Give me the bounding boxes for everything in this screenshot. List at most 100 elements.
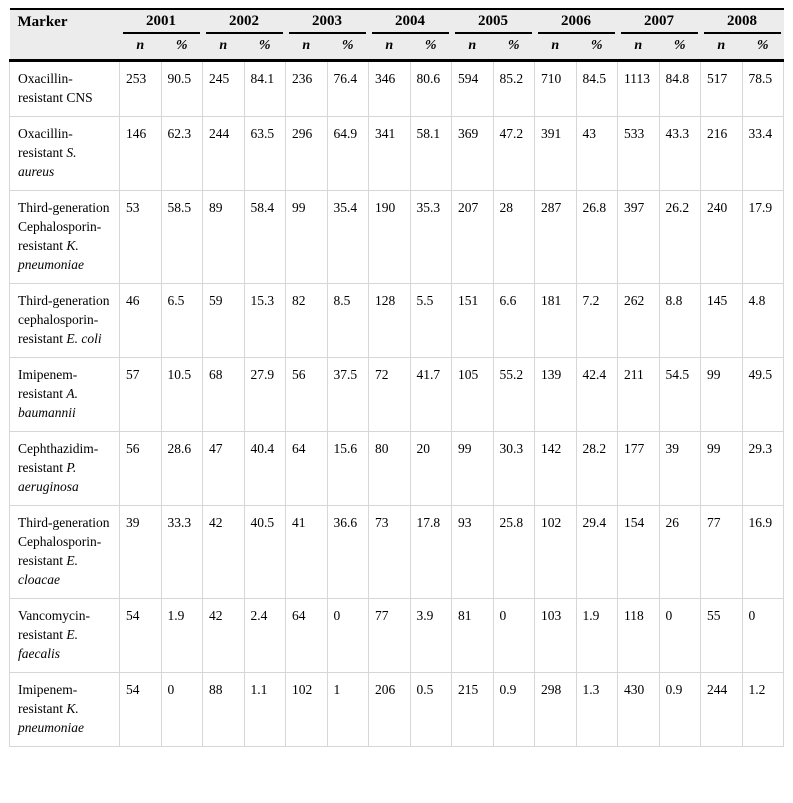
- col-header-n: n: [534, 34, 576, 62]
- marker-cell: Imipenem-resistant A. baumannii: [9, 357, 120, 432]
- percent-value-cell: 30.3: [492, 431, 535, 506]
- percent-value-cell: 47.2: [492, 116, 535, 191]
- percent-value-cell: 1.9: [575, 598, 618, 673]
- n-value-cell: 236: [285, 60, 328, 117]
- percent-value-cell: 0: [160, 672, 203, 747]
- n-value-cell: 82: [285, 283, 328, 358]
- marker-name: Cephthazidim-resistant: [18, 441, 99, 475]
- percent-value-cell: 43: [575, 116, 618, 191]
- n-value-cell: 64: [285, 598, 328, 673]
- n-value-cell: 72: [368, 357, 411, 432]
- percent-value-cell: 1.1: [243, 672, 286, 747]
- n-value-cell: 93: [451, 505, 494, 599]
- n-value-cell: 211: [617, 357, 660, 432]
- percent-value-cell: 20: [409, 431, 452, 506]
- percent-value-cell: 35.3: [409, 190, 452, 284]
- n-value-cell: 245: [202, 60, 245, 117]
- n-value-cell: 57: [119, 357, 162, 432]
- n-value-cell: 105: [451, 357, 494, 432]
- percent-value-cell: 1: [326, 672, 369, 747]
- year-label: 2001: [122, 12, 200, 34]
- table-body: Oxacillin-resistant CNS 253 90.5 245 84.1 236…: [9, 60, 784, 747]
- subcolumn-header-row: n% n% n% n% n% n% n% n%: [10, 34, 784, 62]
- n-value-cell: 139: [534, 357, 577, 432]
- species-name: P. aeruginosa: [18, 460, 79, 494]
- year-header: 2001: [119, 8, 203, 34]
- n-value-cell: 397: [617, 190, 660, 284]
- n-value-cell: 253: [119, 60, 162, 117]
- percent-value-cell: 17.8: [409, 505, 452, 599]
- percent-value-cell: 15.6: [326, 431, 369, 506]
- n-value-cell: 207: [451, 190, 494, 284]
- n-value-cell: 54: [119, 672, 162, 747]
- n-value-cell: 287: [534, 190, 577, 284]
- table-row: Third-generation Cephalosporin-resistant…: [9, 505, 784, 599]
- n-value-cell: 47: [202, 431, 245, 506]
- n-value-cell: 81: [451, 598, 494, 673]
- percent-value-cell: 85.2: [492, 60, 535, 117]
- col-header-percent: %: [327, 34, 369, 62]
- percent-value-cell: 1.2: [741, 672, 784, 747]
- percent-value-cell: 29.3: [741, 431, 784, 506]
- marker-name: Third-generation Cephalosporin-resistant: [18, 515, 110, 568]
- n-value-cell: 41: [285, 505, 328, 599]
- marker-name: Third-generation Cephalosporin-resistant: [18, 200, 110, 253]
- percent-value-cell: 76.4: [326, 60, 369, 117]
- percent-value-cell: 1.3: [575, 672, 618, 747]
- percent-value-cell: 64.9: [326, 116, 369, 191]
- table-row: Third-generation cephalosporin-resistant…: [9, 283, 784, 358]
- col-header-n: n: [368, 34, 410, 62]
- species-name: A. baumannii: [18, 386, 78, 420]
- percent-value-cell: 0: [741, 598, 784, 673]
- percent-value-cell: 8.8: [658, 283, 701, 358]
- percent-value-cell: 37.5: [326, 357, 369, 432]
- percent-value-cell: 1.9: [160, 598, 203, 673]
- percent-value-cell: 35.4: [326, 190, 369, 284]
- n-value-cell: 102: [534, 505, 577, 599]
- col-header-percent: %: [742, 34, 784, 62]
- marker-cell: Imipenem-resistant K. pneumoniae: [9, 672, 120, 747]
- n-value-cell: 39: [119, 505, 162, 599]
- marker-cell: Third-generation cephalosporin-resistant…: [9, 283, 120, 358]
- n-value-cell: 68: [202, 357, 245, 432]
- percent-value-cell: 58.4: [243, 190, 286, 284]
- percent-value-cell: 42.4: [575, 357, 618, 432]
- percent-value-cell: 62.3: [160, 116, 203, 191]
- resistance-markers-table: Marker 2001 2002 2003 2004 2005 2006 2007 2008 …: [9, 8, 784, 747]
- col-header-percent: %: [493, 34, 535, 62]
- marker-cell: Cephthazidim-resistant P. aeruginosa: [9, 431, 120, 506]
- year-header: 2007: [617, 8, 701, 34]
- percent-value-cell: 49.5: [741, 357, 784, 432]
- n-value-cell: 46: [119, 283, 162, 358]
- table-row: Cephthazidim-resistant P. aeruginosa 56 28…: [9, 431, 784, 506]
- year-header: 2002: [202, 8, 286, 34]
- year-label: 2008: [703, 12, 781, 34]
- n-value-cell: 128: [368, 283, 411, 358]
- col-header-n: n: [700, 34, 742, 62]
- n-value-cell: 341: [368, 116, 411, 191]
- species-name: K. pneumoniae: [18, 238, 84, 272]
- n-value-cell: 89: [202, 190, 245, 284]
- year-label: 2005: [454, 12, 532, 34]
- percent-value-cell: 5.5: [409, 283, 452, 358]
- table-row: Oxacillin-resistant CNS 253 90.5 245 84.1 236…: [9, 60, 784, 117]
- year-label: 2002: [205, 12, 283, 34]
- n-value-cell: 99: [451, 431, 494, 506]
- n-value-cell: 99: [285, 190, 328, 284]
- n-value-cell: 55: [700, 598, 743, 673]
- table-row: Vancomycin-resistant E. faecalis 54 1.9 42 2…: [9, 598, 784, 673]
- n-value-cell: 142: [534, 431, 577, 506]
- col-header-n: n: [617, 34, 659, 62]
- n-value-cell: 56: [285, 357, 328, 432]
- n-value-cell: 1113: [617, 60, 660, 117]
- n-value-cell: 103: [534, 598, 577, 673]
- percent-value-cell: 8.5: [326, 283, 369, 358]
- table-row: Imipenem-resistant A. baumannii 57 10.5 68 2…: [9, 357, 784, 432]
- marker-name: Imipenem-resistant: [18, 367, 78, 401]
- n-value-cell: 53: [119, 190, 162, 284]
- year-header: 2008: [700, 8, 784, 34]
- n-value-cell: 594: [451, 60, 494, 117]
- n-value-cell: 240: [700, 190, 743, 284]
- percent-value-cell: 58.5: [160, 190, 203, 284]
- n-value-cell: 118: [617, 598, 660, 673]
